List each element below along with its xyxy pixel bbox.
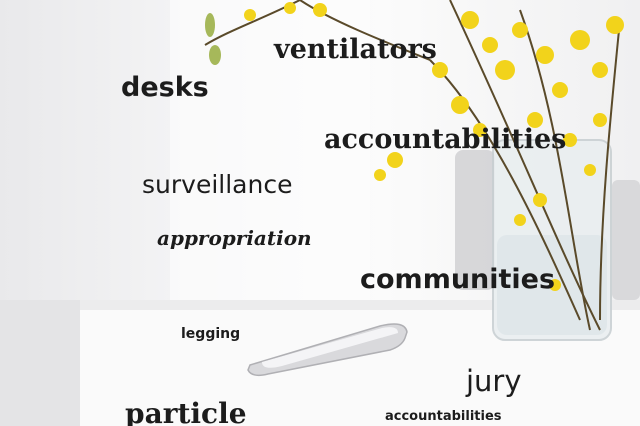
word-accountabilities-small: accountabilities (385, 409, 502, 424)
word-appropriation: appropriation (157, 226, 312, 250)
word-desks: desks (121, 72, 209, 103)
word-communities: communities (360, 264, 556, 295)
candle-holder (455, 150, 495, 290)
table-shadow (0, 300, 80, 426)
word-particle: particle (125, 397, 247, 426)
word-accountabilities-large: accountabilities (324, 124, 567, 155)
table-edge (80, 300, 640, 310)
window-light (170, 0, 370, 300)
forsythia-flowers (244, 2, 624, 291)
word-jury: jury (466, 364, 522, 398)
forsythia-stems (204, 0, 621, 331)
word-surveillance: surveillance (142, 170, 293, 199)
word-ventilators: ventilators (274, 34, 437, 65)
word-legging: legging (181, 326, 241, 342)
smartphone (247, 323, 408, 377)
leaves (205, 13, 221, 65)
candle-holder-right (612, 180, 640, 300)
